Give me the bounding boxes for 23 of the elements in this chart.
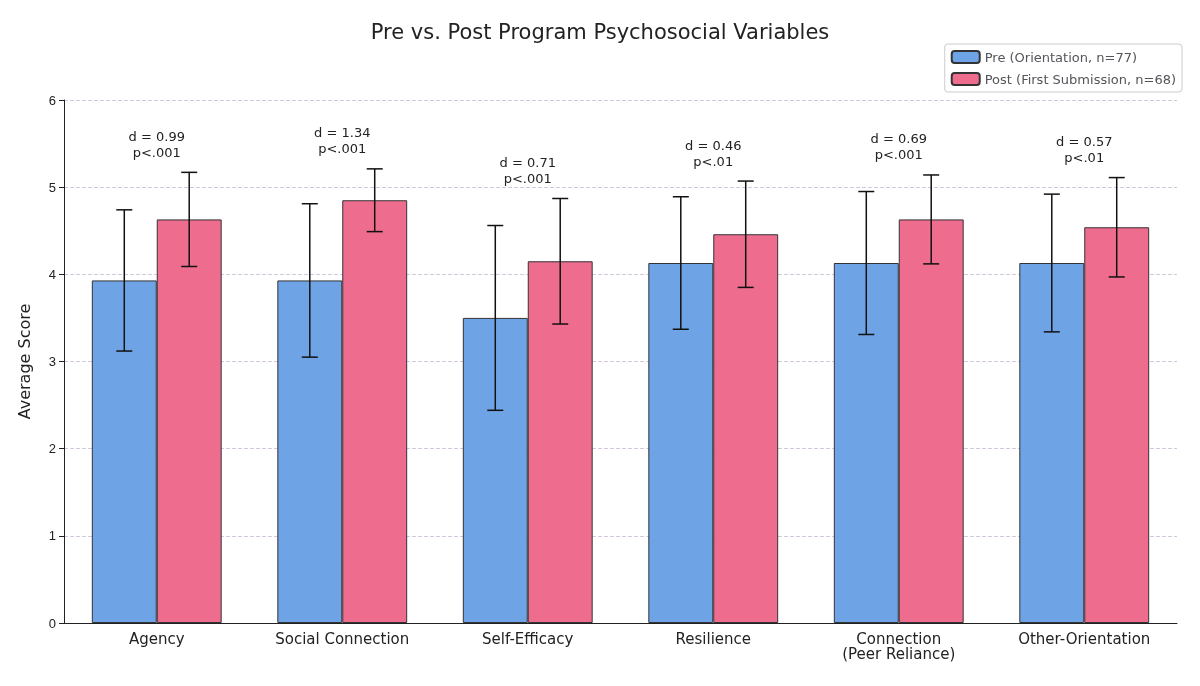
annotation: d = 0.46 p<.01 [685, 137, 742, 169]
annotation: d = 0.99 p<.001 [128, 128, 185, 160]
chart-title: Pre vs. Post Program Psychosocial Variables [370, 19, 830, 44]
x-tick-label: Other-Orientation [1018, 629, 1151, 648]
y-tick-label: 3 [48, 354, 56, 369]
annotation: d = 0.71 p<.001 [499, 155, 556, 186]
x-tick-label: Self-Efficacy [482, 629, 574, 648]
x-tick-label: Resilience [675, 629, 752, 648]
y-tick-label: 6 [48, 92, 56, 108]
x-tick-label: Agency [128, 629, 185, 648]
y-tick-label: 0 [48, 615, 56, 631]
annotation: d = 1.34 p<.001 [314, 125, 371, 157]
legend-label: Pre (Orientation, n=77) [984, 49, 1138, 65]
annotation: d = 0.57 p<.01 [1056, 134, 1113, 166]
legend-label: Post (First Submission, n=68) [984, 71, 1177, 87]
y-tick-label: 4 [48, 266, 56, 282]
x-tick-label: Social Connection [275, 629, 410, 648]
y-tick-label: 5 [48, 179, 56, 195]
annotation: d = 0.69 p<.001 [870, 131, 927, 163]
y-tick-label: 1 [48, 528, 56, 544]
y-axis-title: Average Score [14, 303, 34, 420]
y-tick-label: 2 [48, 441, 56, 457]
x-tick-label: Connection (Peer Reliance) [842, 629, 956, 663]
